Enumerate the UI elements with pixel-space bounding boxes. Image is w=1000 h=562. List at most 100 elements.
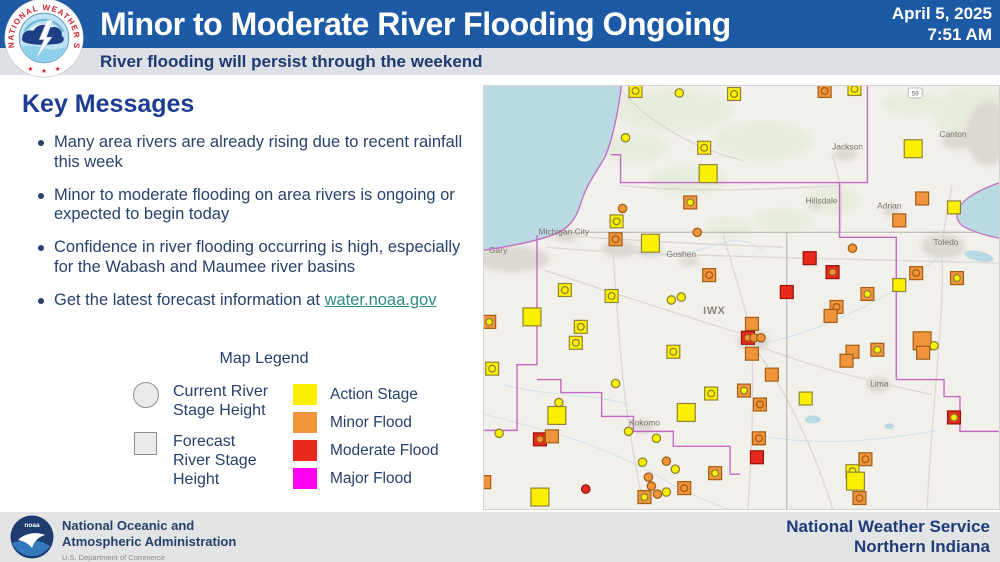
flood-gauge-marker xyxy=(530,487,550,507)
city-label: Adrian xyxy=(877,200,902,210)
legend-shape-label: Forecast River Stage Height xyxy=(173,433,257,488)
flood-gauge-marker xyxy=(870,342,885,357)
flood-gauge-marker xyxy=(609,214,624,229)
flood-gauge-marker xyxy=(847,243,858,254)
city-label: Canton xyxy=(939,129,967,139)
flood-gauge-marker xyxy=(929,340,939,351)
map-canvas: 59 IWX Gary Michigan City Goshen Kokomo Lima… xyxy=(484,86,999,509)
flood-gauge-marker xyxy=(640,233,660,253)
flood-gauge-marker xyxy=(756,332,766,343)
flood-gauge-marker xyxy=(736,383,752,398)
major-swatch xyxy=(293,468,317,489)
flood-gauge-marker xyxy=(702,268,717,283)
flood-gauge-marker xyxy=(637,489,652,505)
road-line xyxy=(543,90,999,509)
forecast-stage-swatch xyxy=(134,432,157,455)
flood-gauge-marker xyxy=(666,344,681,359)
flood-gauge-marker xyxy=(752,397,767,412)
flood-gauge-marker xyxy=(726,86,742,102)
key-messages-heading: Key Messages xyxy=(22,90,195,118)
flood-gauge-marker xyxy=(779,284,794,300)
flood-gauge-marker xyxy=(946,410,962,425)
flood-gauge-marker xyxy=(661,456,672,467)
issue-time: 7:51 AM xyxy=(927,25,992,44)
flood-gauge-marker xyxy=(557,282,572,298)
flood-gauge-marker xyxy=(580,484,591,494)
bullet-text: Get the latest forecast information at w… xyxy=(54,290,437,309)
legend-color-label: Minor Flood xyxy=(330,413,412,431)
legend-shape-item: Current River Stage Height xyxy=(133,382,268,420)
flood-gauge-marker xyxy=(677,481,692,496)
city-label: Gary xyxy=(489,245,508,255)
lake-erie xyxy=(956,182,999,239)
flood-gauge-marker xyxy=(485,361,500,376)
page-title: Minor to Moderate River Flooding Ongoing xyxy=(100,6,731,42)
nws-logo-star: ★ xyxy=(28,66,34,73)
flood-gauge-marker xyxy=(651,433,662,444)
flood-gauge-marker xyxy=(825,265,840,280)
flood-gauge-marker xyxy=(674,88,685,98)
flood-gauge-marker xyxy=(617,203,628,214)
flood-gauge-marker xyxy=(698,164,718,184)
city-label: Toledo xyxy=(934,237,959,247)
bullet-dot xyxy=(38,140,44,146)
legend-color-label: Action Stage xyxy=(330,385,418,403)
department-line: U.S. Department of Commerce xyxy=(62,553,165,562)
flood-gauge-marker xyxy=(704,386,719,401)
flood-gauge-marker xyxy=(661,487,672,497)
flood-gauge-marker xyxy=(839,353,854,368)
key-message-bullet: Many area rivers are already rising due … xyxy=(38,133,483,173)
water-noaa-gov-link[interactable]: water.noaa.gov xyxy=(324,290,437,309)
legend-color-item: Minor Flood xyxy=(293,412,439,433)
key-messages-list: Many area rivers are already rising due … xyxy=(22,133,484,311)
flood-gauge-marker xyxy=(623,426,634,437)
flood-gauge-marker xyxy=(620,132,631,143)
flood-gauge-marker xyxy=(670,464,681,475)
nws-logo: NATIONAL WEATHER SERVICE ★ ★ ★ xyxy=(4,0,84,78)
city-labels-layer: Gary Michigan City Goshen Kokomo Lima Jackson… xyxy=(489,129,967,428)
flood-gauge-marker xyxy=(909,266,924,281)
flood-gauge-marker xyxy=(847,86,862,97)
flood-gauge-marker xyxy=(823,308,838,323)
flood-gauge-marker xyxy=(845,471,866,491)
map-watermark: IWX xyxy=(703,305,725,317)
flood-gauge-marker xyxy=(946,200,962,215)
agency-name-line1: National Oceanic and xyxy=(62,518,195,533)
legend-shape-items: Current River Stage Height Forecast River S… xyxy=(133,382,268,501)
svg-text:59: 59 xyxy=(912,90,920,97)
flood-gauge-marker xyxy=(744,346,760,361)
bullet-dot xyxy=(38,192,44,199)
flood-gauge-marker xyxy=(708,466,723,481)
nws-logo-sea xyxy=(20,45,68,63)
footer-bar: noaa National Oceanic and Atmospheric Ad… xyxy=(0,512,1000,562)
key-message-bullet: Minor to moderate flooding on area river… xyxy=(38,186,483,226)
flood-gauge-marker xyxy=(610,378,621,389)
legend-color-items: Action Stage Minor Flood Moderate Flood Maj… xyxy=(293,384,439,496)
flood-gauge-marker xyxy=(751,431,766,446)
bullet-text: Minor to moderate flooding on area river… xyxy=(54,185,455,224)
header-bar: Minor to Moderate River Flooding Ongoing… xyxy=(0,0,1000,48)
flood-gauge-marker xyxy=(744,316,760,331)
city-label: Lima xyxy=(870,379,889,389)
flood-gauge-marker xyxy=(646,481,657,491)
action-swatch xyxy=(293,384,317,405)
city-label: Kokomo xyxy=(629,417,660,427)
flood-gauge-marker xyxy=(697,140,712,155)
lake-michigan xyxy=(484,86,622,251)
noaa-logo-lower xyxy=(12,540,50,557)
urban-area xyxy=(484,101,999,434)
flood-gauge-marker xyxy=(484,475,492,490)
flood-gauge-marker xyxy=(628,86,643,99)
legend-color-item: Action Stage xyxy=(293,384,439,405)
flood-gauge-marker xyxy=(676,402,696,423)
moderate-swatch xyxy=(293,440,317,461)
flood-gauge-marker xyxy=(860,286,875,302)
office-location: Northern Indiana xyxy=(853,537,990,556)
flood-gauge-marker xyxy=(676,292,687,302)
legend-color-item: Moderate Flood xyxy=(293,440,439,461)
flood-gauge-marker xyxy=(903,139,923,159)
bullet-dot xyxy=(38,245,44,252)
subheader-bar: River flooding will persist through the … xyxy=(0,48,1000,75)
bullet-dot xyxy=(38,297,44,304)
